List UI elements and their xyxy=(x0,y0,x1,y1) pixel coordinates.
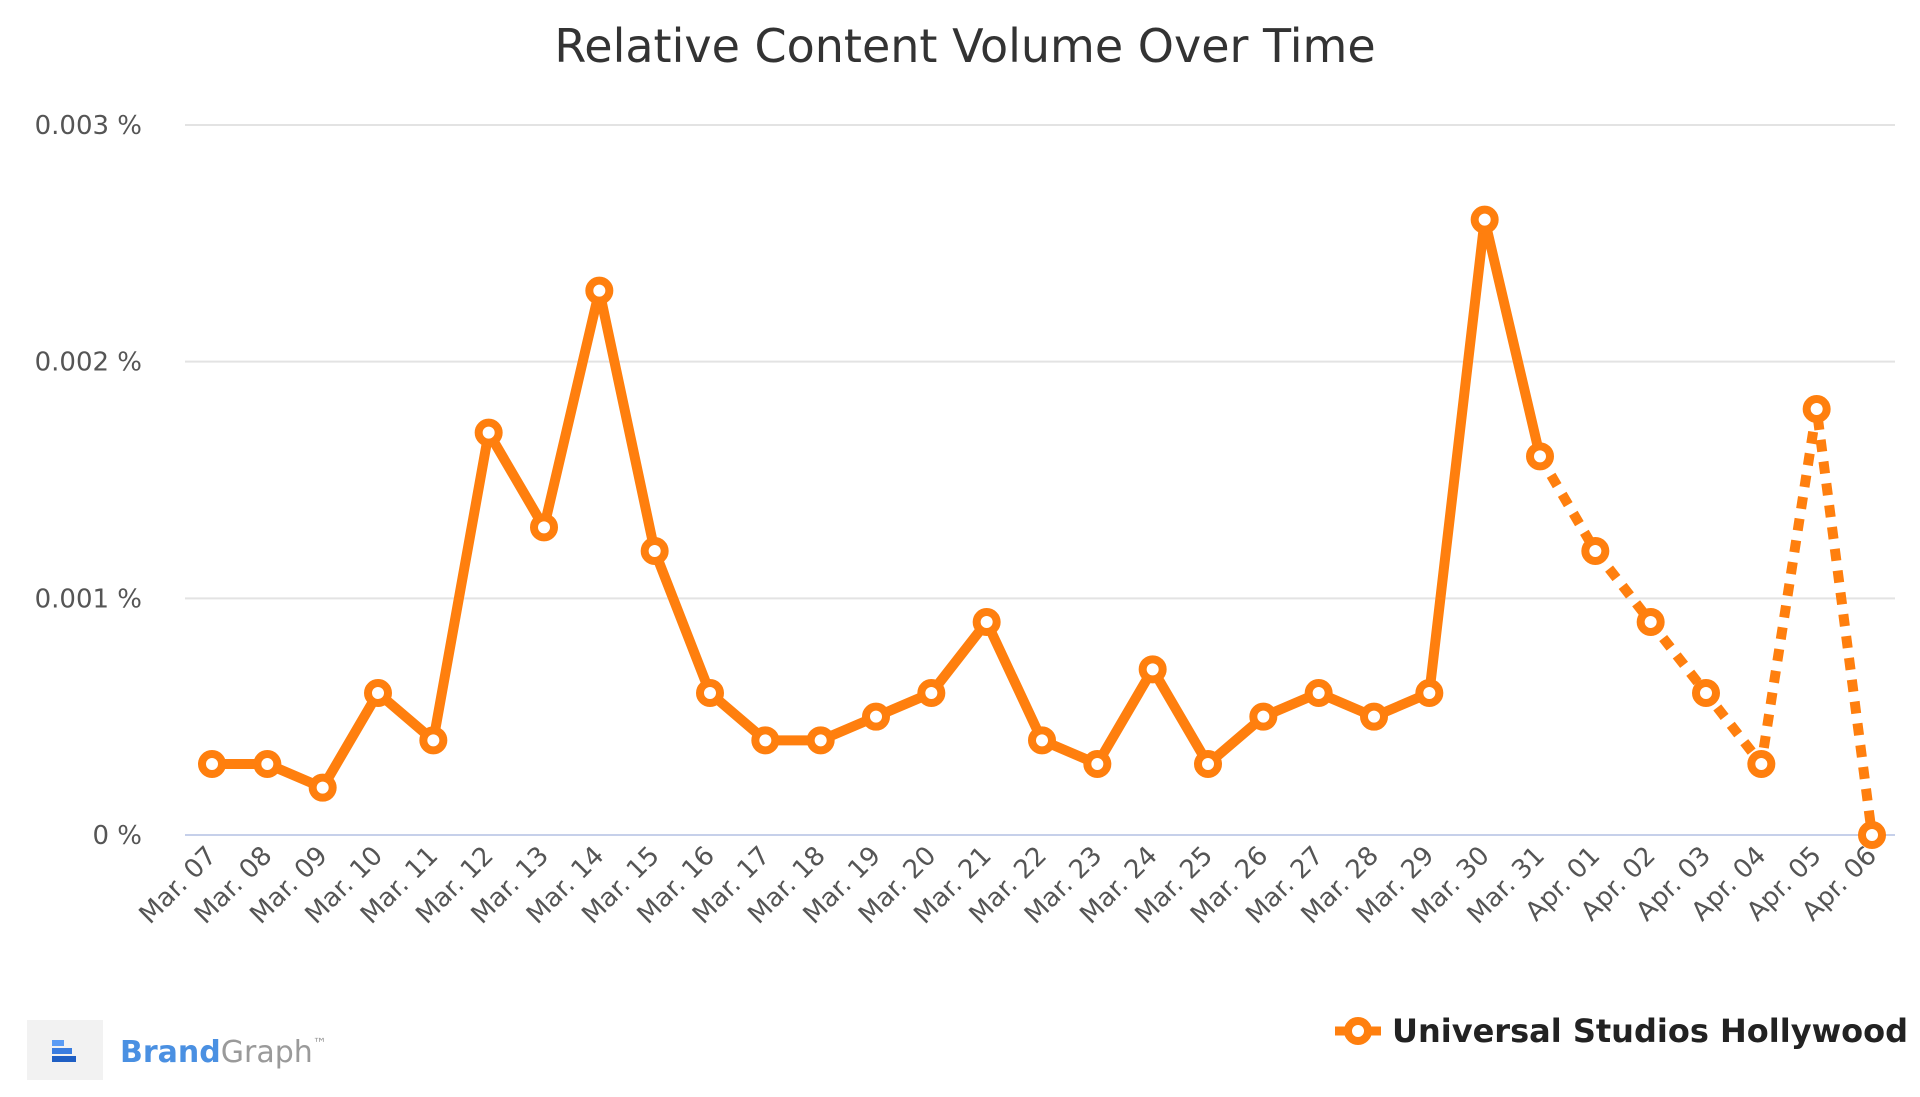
brand-name: BrandGraph™ xyxy=(120,1035,327,1070)
y-tick-label: 0 % xyxy=(92,821,142,851)
logo-bar-bottom-icon xyxy=(52,1056,76,1062)
brand-name-bold: Brand xyxy=(120,1035,221,1070)
data-point[interactable] xyxy=(585,276,614,305)
data-point[interactable] xyxy=(1747,750,1776,778)
data-point[interactable] xyxy=(972,608,1001,636)
data-point[interactable] xyxy=(308,773,337,802)
brand-trademark: ™ xyxy=(313,1036,327,1052)
y-tick-label: 0.001 % xyxy=(35,584,142,614)
logo-bar-top-icon xyxy=(52,1040,64,1046)
data-point[interactable] xyxy=(364,679,392,707)
series-points xyxy=(198,205,1886,849)
data-point[interactable] xyxy=(253,750,282,778)
data-point[interactable] xyxy=(1858,821,1886,849)
brand-logo: BrandGraph™ xyxy=(27,1020,327,1080)
data-point[interactable] xyxy=(1470,205,1499,234)
data-point[interactable] xyxy=(1249,702,1278,731)
y-tick-label: 0.003 % xyxy=(35,111,142,141)
series-line-dashed xyxy=(1535,404,1877,836)
series-line-solid xyxy=(207,214,1545,793)
data-point[interactable] xyxy=(1415,679,1444,707)
data-point[interactable] xyxy=(419,726,448,755)
data-point[interactable] xyxy=(1692,679,1720,707)
y-axis-ticks: 0.003 % 0.002 % 0.001 % 0 % xyxy=(35,111,142,851)
data-point[interactable] xyxy=(1194,750,1222,778)
data-point[interactable] xyxy=(696,679,724,707)
data-point[interactable] xyxy=(751,726,780,755)
data-point[interactable] xyxy=(1360,702,1388,731)
data-point[interactable] xyxy=(862,702,890,731)
data-point[interactable] xyxy=(1028,726,1056,755)
data-point[interactable] xyxy=(640,537,669,565)
grid xyxy=(185,124,1895,836)
data-point[interactable] xyxy=(1802,395,1831,423)
data-point[interactable] xyxy=(1636,608,1665,636)
chart-title: Relative Content Volume Over Time xyxy=(554,19,1375,73)
data-point[interactable] xyxy=(530,513,558,542)
data-point[interactable] xyxy=(1526,442,1554,471)
data-point[interactable] xyxy=(1581,537,1610,565)
data-point[interactable] xyxy=(806,726,835,755)
data-point[interactable] xyxy=(198,750,226,778)
data-point[interactable] xyxy=(1083,750,1112,778)
y-tick-label: 0.002 % xyxy=(35,348,142,378)
brand-name-light: Graph xyxy=(221,1035,313,1070)
data-point[interactable] xyxy=(917,679,946,707)
data-point[interactable] xyxy=(474,418,503,447)
legend-label: Universal Studios Hollywood xyxy=(1392,1012,1908,1050)
data-point[interactable] xyxy=(1138,655,1167,684)
legend-marker xyxy=(1344,1017,1372,1045)
logo-bar-mid-icon xyxy=(52,1048,72,1054)
legend[interactable]: Universal Studios Hollywood xyxy=(1335,1012,1908,1050)
data-point[interactable] xyxy=(1304,679,1333,707)
